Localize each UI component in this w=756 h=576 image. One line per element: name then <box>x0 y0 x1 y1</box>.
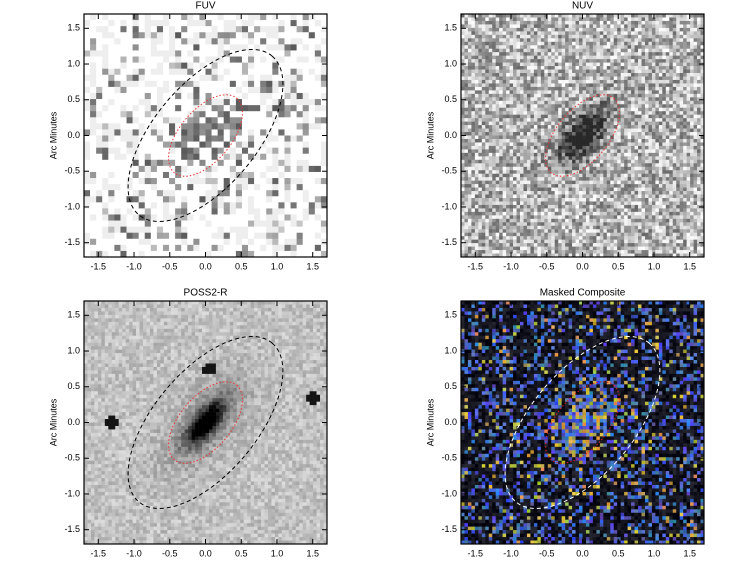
x-tick-label: -0.5 <box>162 548 178 558</box>
y-tick-label: -1.0 <box>64 201 80 211</box>
x-tick-label: 1.0 <box>648 548 661 558</box>
aperture-ellipse <box>127 48 284 223</box>
image <box>461 301 704 544</box>
x-tick-label: -1.0 <box>126 548 142 558</box>
y-tick-label: 1.5 <box>67 310 80 320</box>
y-axis-label: Arc Minutes <box>48 111 58 159</box>
aperture-ellipse <box>127 335 284 510</box>
aperture-ellipse <box>168 381 243 464</box>
y-tick-label: 0.5 <box>67 94 80 104</box>
y-tick-label: 1.0 <box>67 345 80 355</box>
panel: Masked Composite Arc Minutes -1.5 -1.0 -0.5 0… <box>425 288 705 558</box>
panel-title: NUV <box>572 1 593 12</box>
x-tick-label: -1.0 <box>126 261 142 271</box>
x-tick-label: 1.0 <box>271 548 284 558</box>
x-tick-label: -1.0 <box>503 261 519 271</box>
y-tick-label: -0.5 <box>441 166 457 176</box>
image <box>84 14 327 257</box>
aperture-ellipse <box>545 381 620 464</box>
x-tick-label: -1.5 <box>468 261 484 271</box>
x-tick-label: 0.5 <box>612 261 625 271</box>
panel-title: Masked Composite <box>540 288 626 299</box>
y-tick-label: 1.5 <box>444 23 457 33</box>
y-axis-label: Arc Minutes <box>425 111 435 159</box>
x-tick-label: 1.0 <box>648 261 661 271</box>
y-tick-label: 0.0 <box>444 130 457 140</box>
x-tick-label: -1.5 <box>91 548 107 558</box>
y-tick-label: -1.5 <box>64 237 80 247</box>
image <box>461 14 704 257</box>
y-tick-label: 1.0 <box>444 58 457 68</box>
x-tick-label: 0.0 <box>199 261 212 271</box>
aperture-ellipse <box>168 94 243 177</box>
y-tick-label: -0.5 <box>441 453 457 463</box>
y-tick-label: 0.5 <box>444 381 457 391</box>
x-tick-label: -0.5 <box>162 261 178 271</box>
y-tick-label: -1.5 <box>441 237 457 247</box>
x-tick-label: -0.5 <box>539 261 555 271</box>
aperture-ellipse <box>504 335 661 510</box>
y-tick-label: -1.0 <box>441 488 457 498</box>
y-tick-label: -1.0 <box>441 201 457 211</box>
y-tick-label: -1.5 <box>64 524 80 534</box>
y-axis-label: Arc Minutes <box>425 398 435 446</box>
y-tick-label: 0.5 <box>444 94 457 104</box>
x-tick-label: -1.5 <box>468 548 484 558</box>
y-tick-label: 1.5 <box>444 310 457 320</box>
y-axis-label: Arc Minutes <box>48 398 58 446</box>
x-tick-label: 1.5 <box>683 548 696 558</box>
panel-title: FUV <box>196 1 216 12</box>
x-tick-label: 0.5 <box>612 548 625 558</box>
x-tick-label: 1.5 <box>683 261 696 271</box>
x-tick-label: 0.0 <box>199 548 212 558</box>
image <box>84 301 327 544</box>
panel: FUV Arc Minutes -1.5 -1.0 -0.5 0.0 0.5 1.0 1.5 -1… <box>48 1 328 271</box>
y-tick-label: 0.5 <box>67 381 80 391</box>
panel-title: POSS2-R <box>184 288 228 299</box>
x-tick-label: 1.0 <box>271 261 284 271</box>
y-tick-label: 0.0 <box>67 130 80 140</box>
x-tick-label: -1.0 <box>503 548 519 558</box>
x-tick-label: 1.5 <box>306 548 319 558</box>
y-tick-label: 0.0 <box>67 417 80 427</box>
y-tick-label: -1.0 <box>64 488 80 498</box>
aperture-ellipse <box>545 94 620 177</box>
x-tick-label: 1.5 <box>306 261 319 271</box>
panel: POSS2-R Arc Minutes -1.5 -1.0 -0.5 0.0 0.5 1.0 1… <box>48 288 328 558</box>
y-tick-label: 1.0 <box>444 345 457 355</box>
y-tick-label: 1.5 <box>67 23 80 33</box>
x-tick-label: 0.5 <box>235 548 248 558</box>
y-tick-label: -0.5 <box>64 166 80 176</box>
x-tick-label: 0.0 <box>576 548 589 558</box>
x-tick-label: -0.5 <box>539 548 555 558</box>
panel: NUV Arc Minutes -1.5 -1.0 -0.5 0.0 0.5 1.0 1.5 -1… <box>425 1 705 271</box>
x-tick-label: -1.5 <box>91 261 107 271</box>
y-tick-label: 1.0 <box>67 58 80 68</box>
y-tick-label: 0.0 <box>444 417 457 427</box>
x-tick-label: 0.5 <box>235 261 248 271</box>
y-tick-label: -0.5 <box>64 453 80 463</box>
y-tick-label: -1.5 <box>441 524 457 534</box>
x-tick-label: 0.0 <box>576 261 589 271</box>
